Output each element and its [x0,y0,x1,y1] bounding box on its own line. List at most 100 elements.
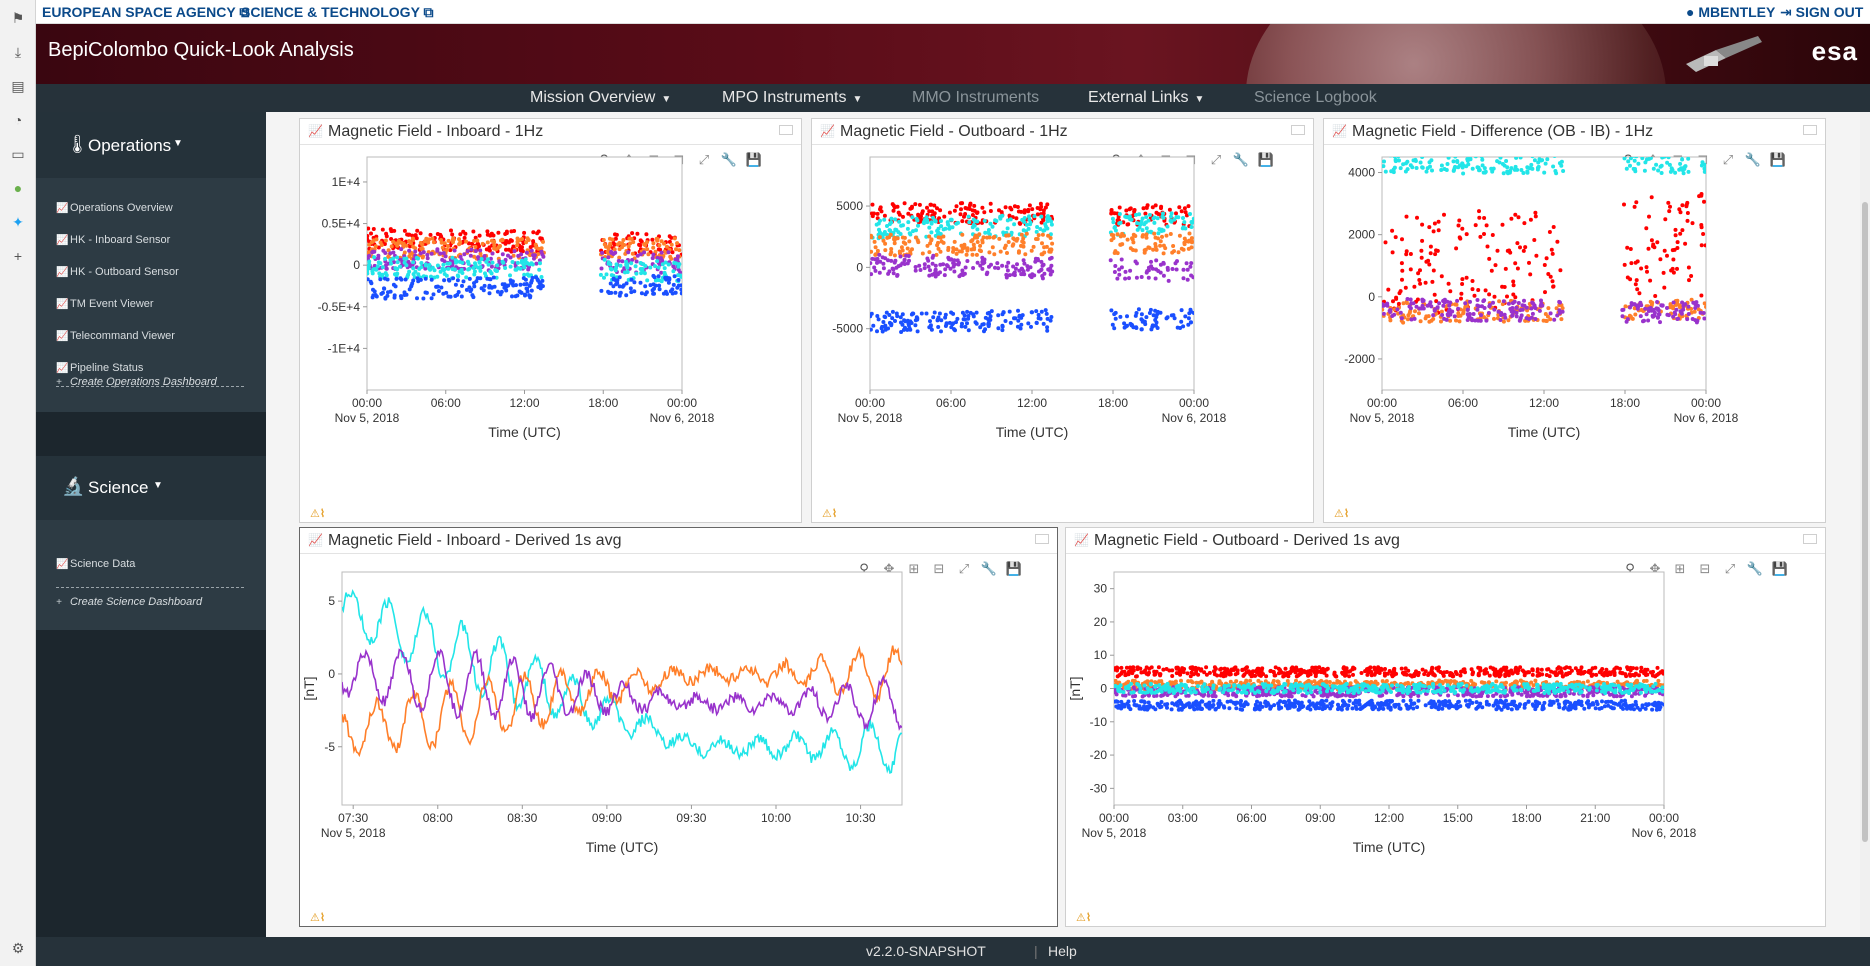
pan-icon[interactable]: ✥ [1649,561,1661,576]
y-axis-title: [nT] [301,676,317,700]
user-link[interactable]: ● MBENTLEY [1686,4,1776,20]
window-icon[interactable]: ▭ [11,145,25,162]
data-point [1470,166,1475,171]
sidebar-operations-header[interactable]: 🌡 Operations ▼ [36,112,266,178]
sidebar-item-pipeline-status[interactable]: 📈 Pipeline Status [56,362,144,374]
data-point [1548,317,1553,322]
autoscale-icon[interactable]: ⤢ [1210,152,1222,167]
data-point [1465,308,1470,312]
wrench-icon[interactable]: 🔧 [980,561,998,576]
notes-icon[interactable]: ▤ [11,77,25,94]
data-point [406,232,411,237]
y-tick-label: -10 [1090,715,1108,729]
warning-icon[interactable]: ⚠⌇ [310,508,326,520]
sign-out-link[interactable]: ⇥ SIGN OUT [1780,4,1864,20]
data-point [1620,671,1625,676]
data-point [415,276,420,281]
nav-science-logbook[interactable]: Science Logbook [1254,89,1377,106]
save-icon[interactable]: 💾 [1005,561,1023,576]
maximize-icon[interactable] [1035,534,1049,544]
data-point [1685,317,1690,322]
sidebar-item-tm-event-viewer[interactable]: 📈 TM Event Viewer [56,298,154,310]
warning-icon[interactable]: ⚠⌇ [310,912,326,924]
save-icon[interactable]: 💾 [1771,561,1789,576]
data-point [1028,222,1033,227]
zoom-out-icon[interactable]: ⊟ [1699,561,1711,576]
create-science-dashboard[interactable]: + Create Science Dashboard [56,596,203,608]
maximize-icon[interactable] [1803,125,1817,135]
autoscale-icon[interactable]: ⤢ [1722,152,1734,167]
data-point [477,233,482,238]
zoom-out-icon[interactable]: ⊟ [933,561,945,576]
data-point [442,259,447,264]
app-icon[interactable]: ● [13,180,23,196]
nav-external-links[interactable]: External Links ▼ [1088,89,1205,106]
twitter-icon[interactable]: ✦ [12,213,24,230]
warning-icon[interactable]: ⚠⌇ [1334,508,1350,520]
wrench-icon[interactable]: 🔧 [1232,152,1250,167]
data-point [1490,233,1495,237]
data-point [497,259,502,264]
sidebar-item-operations-overview[interactable]: 📈 Operations Overview [56,202,173,214]
data-point [1222,666,1227,671]
data-point [875,314,880,318]
sidebar-science-header[interactable]: 🔬 Science ▼ [36,456,266,520]
plot-svg[interactable]: 50-507:30 08:00 08:30 09:00 09:30 10:00 10:30N… [300,528,1059,928]
warning-icon[interactable]: ⚠⌇ [822,508,838,520]
esa-link[interactable]: EUROPEAN SPACE AGENCY ⧉ [42,4,250,20]
wrench-icon[interactable]: 🔧 [720,152,738,167]
data-point [1585,693,1590,698]
autoscale-icon[interactable]: ⤢ [698,152,710,167]
data-point [455,292,460,297]
settings-gear-icon[interactable]: ⚙ [11,939,25,956]
data-point [599,288,604,293]
add-panel-icon[interactable]: + [13,248,23,264]
data-point [1634,278,1639,283]
data-point [1597,670,1602,675]
data-point [472,269,477,274]
download-icon[interactable]: ⤓ [14,43,22,60]
save-icon[interactable]: 💾 [1257,152,1275,167]
sidebar-item-hk-outboard[interactable]: 📈 HK - Outboard Sensor [56,266,179,278]
sidebar-item-hk-inboard[interactable]: 📈 HK - Inboard Sensor [56,234,171,246]
autoscale-icon[interactable]: ⤢ [1724,561,1736,576]
data-point [910,311,915,316]
nav-mpo-instruments[interactable]: MPO Instruments ▼ [722,89,863,106]
autoscale-icon[interactable]: ⤢ [958,561,970,576]
maximize-icon[interactable] [779,125,793,135]
nav-mission-overview[interactable]: Mission Overview ▼ [530,89,672,106]
data-point [487,283,492,288]
wrench-icon[interactable]: 🔧 [1744,152,1762,167]
data-point [1532,305,1537,309]
science-technology-link[interactable]: SCIENCE & TECHNOLOGY ⧉ [241,4,434,20]
data-point [1457,218,1462,223]
plot-svg[interactable]: 1E+40.5E+40-0.5E+4-1E+400:00 06:00 12:00 18… [300,119,803,524]
zoom-icon[interactable]: ⚲ [859,561,869,576]
maximize-icon[interactable] [1291,125,1305,135]
pan-icon[interactable]: ✥ [883,561,895,576]
data-point [1179,678,1183,683]
speed-dial-icon[interactable]: ◔ [13,112,23,128]
data-point [1029,324,1033,329]
create-operations-dashboard[interactable]: + Create Operations Dashboard [56,376,217,388]
zoom-in-icon[interactable]: ⊞ [1674,561,1686,576]
maximize-icon[interactable] [1803,534,1817,544]
data-point [1190,665,1195,670]
data-point [410,263,415,268]
data-point [627,236,632,241]
zoom-in-icon[interactable]: ⊞ [908,561,920,576]
data-point [1660,157,1665,160]
zoom-icon[interactable]: ⚲ [1625,561,1635,576]
data-point [943,226,948,231]
data-point [475,241,480,246]
data-point [632,289,637,294]
bookmark-icon[interactable]: ⚑ [11,9,25,26]
save-icon[interactable]: 💾 [745,152,763,167]
sidebar-item-science-data[interactable]: 📈 Science Data [56,558,136,570]
save-icon[interactable]: 💾 [1769,152,1787,167]
wrench-icon[interactable]: 🔧 [1746,561,1764,576]
sidebar-item-telecommand-viewer[interactable]: 📈 Telecommand Viewer [56,330,175,342]
